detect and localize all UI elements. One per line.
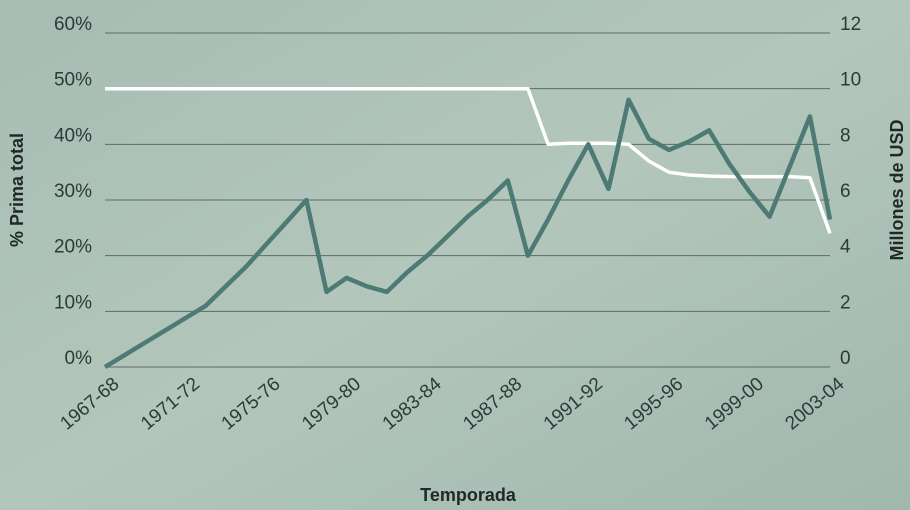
- x-axis-title: Temporada: [420, 485, 517, 505]
- y-tick-label: 50%: [54, 70, 92, 91]
- series-line: [103, 97, 833, 369]
- y-axis-title: % Prima total: [7, 133, 27, 247]
- y2-axis-title: Millones de USD: [887, 119, 907, 260]
- y2-tick-label: 0: [840, 348, 851, 369]
- y2-tick-label: 12: [840, 14, 861, 35]
- y-tick-label: 40%: [54, 125, 92, 146]
- y-tick-label: 0%: [65, 348, 93, 369]
- y2-tick-label: 10: [840, 70, 861, 91]
- series-line: [105, 86, 832, 234]
- y2-tick-label: 6: [840, 181, 851, 202]
- y2-tick-label: 8: [840, 125, 851, 146]
- y-tick-label: 30%: [54, 181, 92, 202]
- y-tick-label: 10%: [54, 292, 92, 313]
- y2-tick-label: 2: [840, 292, 851, 313]
- y-tick-label: 20%: [54, 237, 92, 258]
- y2-tick-label: 4: [840, 237, 851, 258]
- y-tick-label: 60%: [54, 14, 92, 35]
